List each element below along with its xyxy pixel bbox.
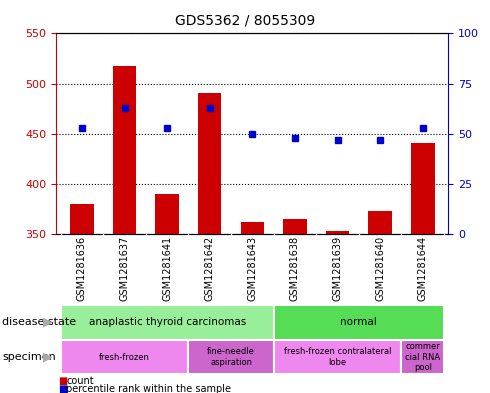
Text: GSM1281640: GSM1281640 bbox=[375, 236, 385, 301]
Bar bbox=[283, 219, 307, 234]
Text: ■: ■ bbox=[58, 384, 67, 393]
Text: count: count bbox=[66, 376, 94, 386]
Text: GDS5362 / 8055309: GDS5362 / 8055309 bbox=[175, 14, 315, 28]
Text: normal: normal bbox=[341, 317, 377, 327]
Text: fine-needle
aspiration: fine-needle aspiration bbox=[207, 347, 255, 367]
Text: ▶: ▶ bbox=[43, 316, 53, 329]
Text: anaplastic thyroid carcinomas: anaplastic thyroid carcinomas bbox=[89, 317, 246, 327]
Text: percentile rank within the sample: percentile rank within the sample bbox=[66, 384, 231, 393]
Text: GSM1281638: GSM1281638 bbox=[290, 236, 300, 301]
Bar bbox=[411, 143, 435, 234]
Text: ■: ■ bbox=[58, 376, 67, 386]
Bar bbox=[189, 340, 273, 374]
Bar bbox=[241, 222, 264, 234]
Bar bbox=[368, 211, 392, 234]
Text: GSM1281644: GSM1281644 bbox=[418, 236, 428, 301]
Bar bbox=[113, 66, 136, 234]
Bar bbox=[273, 305, 444, 340]
Text: commer
cial RNA
pool: commer cial RNA pool bbox=[405, 342, 441, 372]
Bar bbox=[198, 92, 221, 234]
Bar bbox=[61, 305, 273, 340]
Text: GSM1281636: GSM1281636 bbox=[77, 236, 87, 301]
Bar bbox=[326, 231, 349, 234]
Bar bbox=[70, 204, 94, 234]
Text: GSM1281639: GSM1281639 bbox=[333, 236, 343, 301]
Bar bbox=[273, 340, 401, 374]
Text: ▶: ▶ bbox=[43, 351, 53, 364]
Text: specimen: specimen bbox=[2, 352, 56, 362]
Text: GSM1281641: GSM1281641 bbox=[162, 236, 172, 301]
Text: fresh-frozen: fresh-frozen bbox=[99, 353, 150, 362]
Bar bbox=[61, 340, 189, 374]
Bar bbox=[155, 194, 179, 234]
Text: GSM1281637: GSM1281637 bbox=[120, 236, 129, 301]
Text: fresh-frozen contralateral
lobe: fresh-frozen contralateral lobe bbox=[284, 347, 392, 367]
Bar bbox=[401, 340, 444, 374]
Text: GSM1281643: GSM1281643 bbox=[247, 236, 257, 301]
Text: GSM1281642: GSM1281642 bbox=[205, 236, 215, 301]
Text: disease state: disease state bbox=[2, 317, 76, 327]
